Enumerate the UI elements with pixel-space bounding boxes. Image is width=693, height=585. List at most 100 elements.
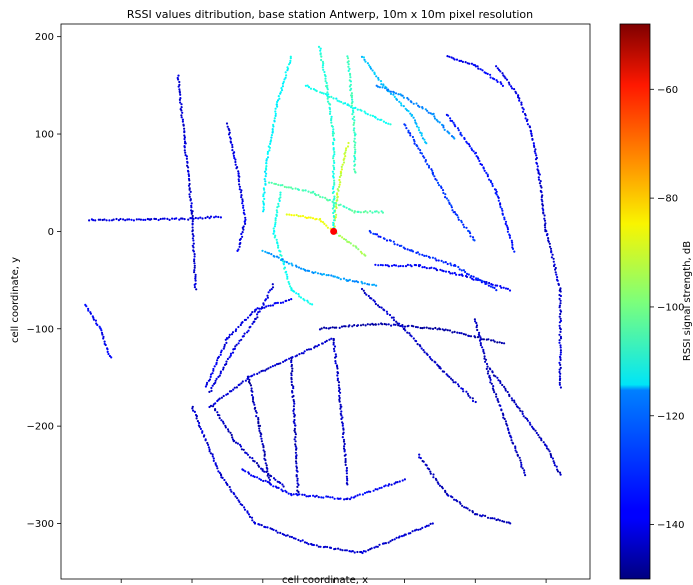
scatter-point <box>508 236 512 239</box>
scatter-point <box>233 347 236 350</box>
scatter-point <box>332 128 335 131</box>
scatter-point <box>523 469 526 472</box>
scatter-point <box>489 73 492 76</box>
scatter-point <box>410 335 413 338</box>
scatter-point <box>304 189 307 192</box>
scatter-point <box>395 320 398 323</box>
scatter-point <box>305 348 309 351</box>
scatter-point <box>540 195 543 199</box>
scatter-point <box>394 323 397 326</box>
scatter-point <box>218 397 221 400</box>
scatter-point <box>294 537 297 540</box>
scatter-point <box>418 105 421 108</box>
scatter-point <box>559 317 562 320</box>
scatter-point <box>258 310 261 313</box>
scatter-point <box>268 146 271 149</box>
scatter-point <box>345 549 348 552</box>
scatter-point <box>354 141 357 144</box>
scatter-point <box>195 415 198 418</box>
scatter-point <box>262 302 265 305</box>
scatter-point <box>101 218 104 222</box>
scatter-point <box>548 245 552 248</box>
scatter-point <box>297 188 300 191</box>
scatter-point <box>559 353 562 356</box>
scatter-point <box>276 301 279 304</box>
scatter-point <box>543 217 546 220</box>
scatter-point <box>392 316 395 319</box>
scatter-point <box>234 160 237 164</box>
scatter-point <box>446 55 449 58</box>
scatter-point <box>222 368 225 371</box>
scatter-point <box>193 262 196 265</box>
scatter-point <box>502 416 505 419</box>
scatter-point <box>224 338 227 341</box>
scatter-point <box>486 72 489 75</box>
scatter-point <box>290 298 293 301</box>
scatter-point <box>212 367 215 371</box>
scatter-point <box>344 463 347 466</box>
scatter-point <box>382 83 385 86</box>
scatter-point <box>424 108 427 111</box>
scatter-point <box>270 134 273 137</box>
scatter-point <box>226 125 229 128</box>
scatter-point <box>231 149 234 152</box>
scatter-point <box>236 249 239 252</box>
scatter-point <box>208 390 211 393</box>
scatter-point <box>559 349 563 352</box>
scatter-point <box>291 391 294 394</box>
scatter-point <box>258 427 261 430</box>
scatter-point <box>355 246 358 249</box>
scatter-point <box>333 138 336 142</box>
scatter-point <box>409 134 412 137</box>
scatter-point <box>475 155 478 158</box>
scatter-point <box>502 413 505 417</box>
scatter-point <box>353 168 356 171</box>
scatter-point <box>455 273 458 276</box>
scatter-point <box>339 203 342 206</box>
scatter-point <box>331 191 334 195</box>
scatter-point <box>300 267 303 270</box>
scatter-point <box>332 172 335 175</box>
scatter-point <box>409 112 412 115</box>
scatter-point <box>297 538 300 542</box>
scatter-point <box>372 323 375 326</box>
scatter-point <box>446 374 449 377</box>
scatter-point <box>425 464 428 467</box>
scatter-point <box>292 409 295 412</box>
scatter-point <box>346 479 349 482</box>
scatter-point <box>294 460 298 463</box>
scatter-point <box>369 67 373 70</box>
scatter-point <box>275 209 278 212</box>
scatter-point <box>275 103 278 106</box>
scatter-point <box>92 316 95 319</box>
scatter-point <box>503 75 506 78</box>
scatter-point <box>360 252 363 255</box>
scatter-point <box>450 56 453 59</box>
scatter-point <box>265 165 268 168</box>
scatter-point <box>216 411 219 414</box>
scatter-point <box>269 366 272 369</box>
scatter-point <box>230 433 233 437</box>
scatter-point <box>215 377 218 380</box>
scatter-point <box>537 176 540 179</box>
scatter-point <box>334 360 337 363</box>
scatter-point <box>423 138 426 141</box>
scatter-point <box>317 496 320 499</box>
scatter-point <box>471 236 475 239</box>
scatter-point <box>539 180 542 183</box>
scatter-point <box>559 366 562 369</box>
scatter-point <box>192 234 195 238</box>
scatter-point <box>293 415 296 418</box>
scatter-point <box>530 425 534 428</box>
scatter-point <box>241 235 244 238</box>
scatter-point <box>517 94 520 97</box>
scatter-point <box>554 268 557 271</box>
scatter-point <box>285 186 288 189</box>
scatter-point <box>349 242 352 245</box>
scatter-point <box>294 431 297 434</box>
scatter-point <box>444 490 447 494</box>
scatter-point <box>369 490 372 493</box>
scatter-point <box>525 417 529 421</box>
scatter-point <box>492 339 495 342</box>
scatter-point <box>409 132 412 135</box>
